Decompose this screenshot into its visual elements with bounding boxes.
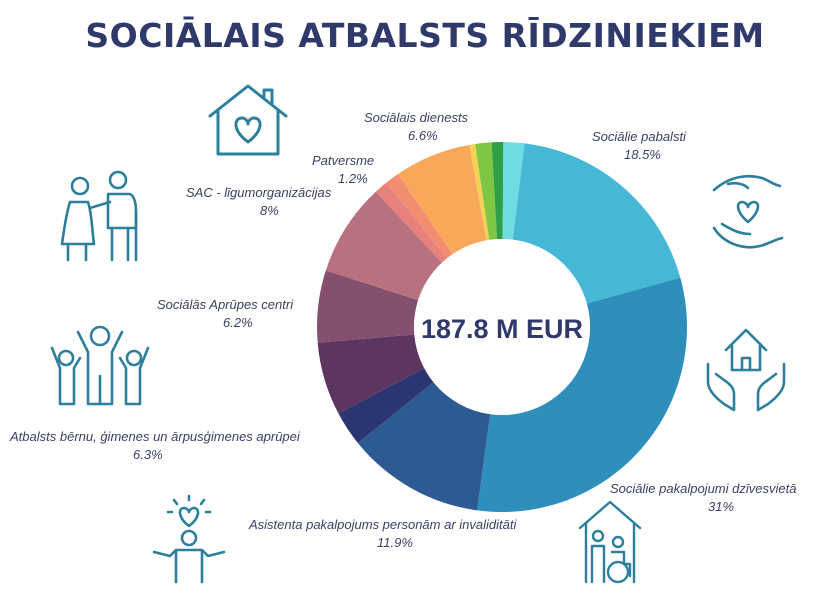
- heart-child-icon: [150, 490, 228, 586]
- donut-slice-12: [491, 142, 504, 240]
- donut-slice-6: [325, 191, 442, 301]
- elderly-couple-icon: [52, 168, 148, 264]
- label-asistenta-pakalpojums: Asistenta pakalpojums personām ar invali…: [249, 517, 517, 550]
- donut-slice-11: [475, 142, 498, 240]
- label-atbalsts-bernu: Atbalsts bērnu, ģimenes un ārpusģimenes …: [10, 429, 300, 462]
- donut-slice-9: [397, 144, 487, 255]
- donut-slice-0: [512, 143, 681, 304]
- donut-slice-4: [317, 334, 425, 414]
- caregiver-wheelchair-icon: [576, 498, 644, 584]
- page-title: SOCIĀLAIS ATBALSTS RĪDZINIEKIEM: [85, 16, 765, 55]
- label-sac-ligumorganizacijas: SAC - līgumorganizācijas 8%: [186, 185, 332, 218]
- label-socialais-dienests: Sociālais dienests 6.6%: [364, 110, 469, 143]
- label-patversme: Patversme 1.2%: [312, 153, 375, 186]
- donut-slices: [317, 142, 688, 512]
- donut-hole: [414, 239, 590, 415]
- total-label: 187.8 M EUR: [420, 314, 584, 344]
- house-heart-icon: [206, 82, 290, 158]
- donut-slice-8: [386, 174, 453, 259]
- donut-slice-7: [375, 182, 448, 263]
- donut-slice-3: [338, 368, 434, 443]
- donut-slice-1: [477, 277, 688, 512]
- donut-slice-13: [502, 142, 525, 240]
- donut-slice-10: [469, 143, 490, 241]
- label-pakalpojumi-dzivesvieta: Sociālie pakalpojumi dzīvesvietā 31%: [610, 481, 797, 514]
- hands-heart-icon: [710, 168, 786, 254]
- donut-slice-2: [357, 382, 491, 511]
- hands-house-icon: [704, 324, 788, 414]
- donut-slice-5: [317, 270, 419, 343]
- label-socialas-aprupes-centri: Sociālās Aprūpes centri 6.2%: [157, 297, 294, 330]
- label-socialie-pabalsti: Sociālie pabalsti 18.5%: [592, 129, 686, 162]
- family-icon: [48, 322, 152, 408]
